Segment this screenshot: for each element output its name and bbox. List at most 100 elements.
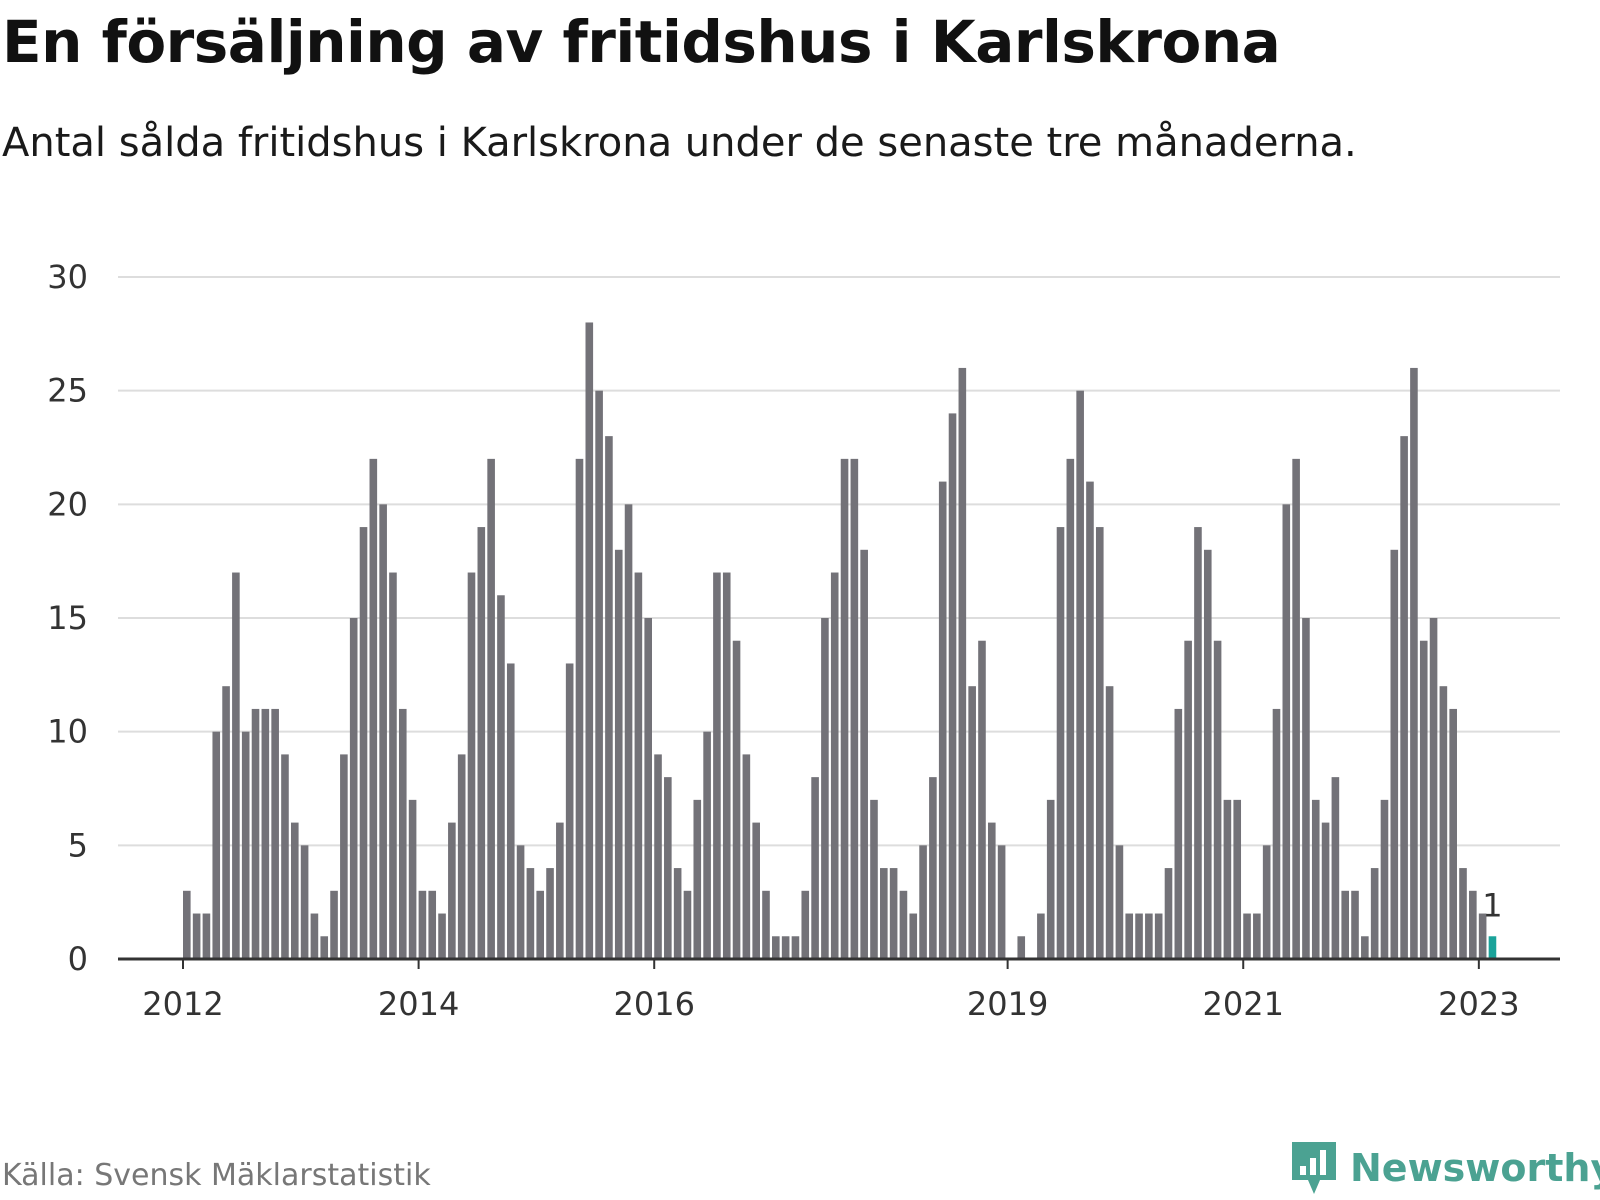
bar-2022-10 (1449, 708, 1457, 959)
bar-2020-03 (1145, 913, 1153, 959)
bar-2023-02 (1488, 936, 1497, 959)
bar-2012-04 (212, 731, 221, 959)
bar-2017-12 (880, 868, 888, 959)
bar-2021-02 (1253, 913, 1261, 959)
bar-2012-02 (192, 913, 201, 959)
bar-2019-12 (1115, 845, 1124, 959)
bar-2020-11 (1223, 799, 1232, 959)
bar-2016-03 (673, 868, 682, 959)
bar-2021-04 (1272, 708, 1281, 959)
bar-2018-12 (997, 845, 1006, 959)
source-note: Källa: Svensk Mäklarstatistik (2, 1158, 431, 1193)
bar-2019-07 (1066, 458, 1075, 959)
bar-2019-05 (1046, 799, 1055, 959)
bar-2014-06 (467, 572, 476, 959)
bar-2016-06 (703, 731, 711, 959)
bar-2013-01 (300, 845, 309, 959)
bar-2013-06 (349, 618, 358, 959)
bar-2016-11 (752, 822, 760, 959)
bar-2013-07 (359, 527, 368, 959)
bar-2012-09 (261, 708, 270, 959)
bar-2017-02 (781, 936, 790, 959)
bar-2015-09 (614, 549, 623, 959)
bar-2014-01 (418, 890, 427, 959)
y-tick-label-0: 0 (68, 940, 88, 978)
bar-2016-09 (732, 640, 741, 959)
bar-2017-07 (830, 572, 839, 959)
x-tick-label-2016: 2016 (613, 985, 694, 1023)
bar-2012-12 (290, 822, 299, 959)
x-tick-label-2021: 2021 (1203, 985, 1284, 1023)
bar-2020-09 (1203, 549, 1212, 959)
bar-2015-07 (595, 390, 603, 959)
bar-2023-01 (1478, 913, 1487, 959)
bar-2020-04 (1154, 913, 1163, 959)
bar-2016-10 (742, 754, 751, 959)
chart-title: En försäljning av fritidshus i Karlskron… (2, 8, 1281, 76)
bar-2022-06 (1410, 367, 1418, 959)
bar-2014-11 (516, 845, 525, 959)
bar-2012-08 (251, 708, 260, 959)
bar-2022-05 (1400, 436, 1408, 959)
bar-2012-07 (241, 731, 250, 959)
bar-2019-06 (1056, 527, 1065, 959)
bar-2022-12 (1469, 890, 1477, 959)
x-tick-label-2012: 2012 (142, 985, 223, 1023)
x-tick-label-2019: 2019 (967, 985, 1048, 1023)
bar-2014-04 (448, 822, 456, 959)
bar-2014-07 (477, 527, 486, 959)
bar-2016-12 (762, 890, 770, 959)
bar-2020-01 (1125, 913, 1134, 959)
bar-2016-08 (722, 572, 731, 959)
bar-2022-02 (1370, 868, 1379, 959)
bar-2021-11 (1341, 890, 1350, 959)
bar-2021-10 (1331, 777, 1340, 959)
bar-2021-08 (1311, 799, 1320, 959)
bar-2020-02 (1135, 913, 1143, 959)
bar-2021-12 (1351, 890, 1359, 959)
bar-2018-11 (987, 822, 996, 959)
bar-2014-12 (526, 868, 535, 959)
newsworthy-logo: Newsworthy (1290, 1140, 1600, 1196)
bar-2015-01 (536, 890, 545, 959)
bar-2015-05 (575, 458, 584, 959)
bar-2017-08 (840, 458, 849, 959)
bar-2016-05 (693, 799, 702, 959)
bar-2016-02 (664, 777, 672, 959)
y-tick-label-10: 10 (47, 713, 88, 751)
y-tick-label-15: 15 (47, 599, 88, 637)
y-tick-label-20: 20 (47, 485, 88, 523)
bar-2021-07 (1302, 618, 1310, 959)
bar-2018-07 (948, 413, 957, 959)
bar-2013-08 (369, 458, 378, 959)
bar-2018-08 (958, 367, 967, 959)
bar-2012-10 (271, 708, 279, 959)
y-tick-label-25: 25 (47, 372, 88, 410)
bar-2014-02 (428, 890, 437, 959)
bar-2014-03 (438, 913, 446, 959)
bar-2021-03 (1262, 845, 1271, 959)
chart-subtitle: Antal sålda fritidshus i Karlskrona unde… (2, 120, 1357, 166)
bar-2012-05 (222, 686, 230, 959)
bar-2018-05 (929, 777, 937, 959)
newsworthy-logo-icon (1292, 1142, 1336, 1194)
bar-2020-08 (1194, 527, 1202, 959)
bar-2021-05 (1282, 504, 1291, 959)
bar-2017-09 (850, 458, 859, 959)
bar-2019-04 (1037, 913, 1045, 959)
bar-2019-11 (1105, 686, 1114, 959)
bar-2020-07 (1184, 640, 1192, 959)
highlight-value-label: 1 (1482, 886, 1502, 924)
bar-2012-01 (183, 890, 191, 959)
bar-2014-05 (457, 754, 466, 959)
bar-2018-04 (919, 845, 927, 959)
bar-2017-10 (860, 549, 868, 959)
bar-2020-10 (1213, 640, 1222, 959)
logo-text: Newsworthy (1350, 1146, 1600, 1190)
bar-2022-08 (1429, 618, 1438, 959)
bar-2016-07 (713, 572, 721, 959)
bar-2015-06 (585, 322, 594, 960)
bar-2017-11 (870, 799, 878, 959)
bar-2017-01 (772, 936, 780, 959)
bar-2012-11 (281, 754, 289, 959)
